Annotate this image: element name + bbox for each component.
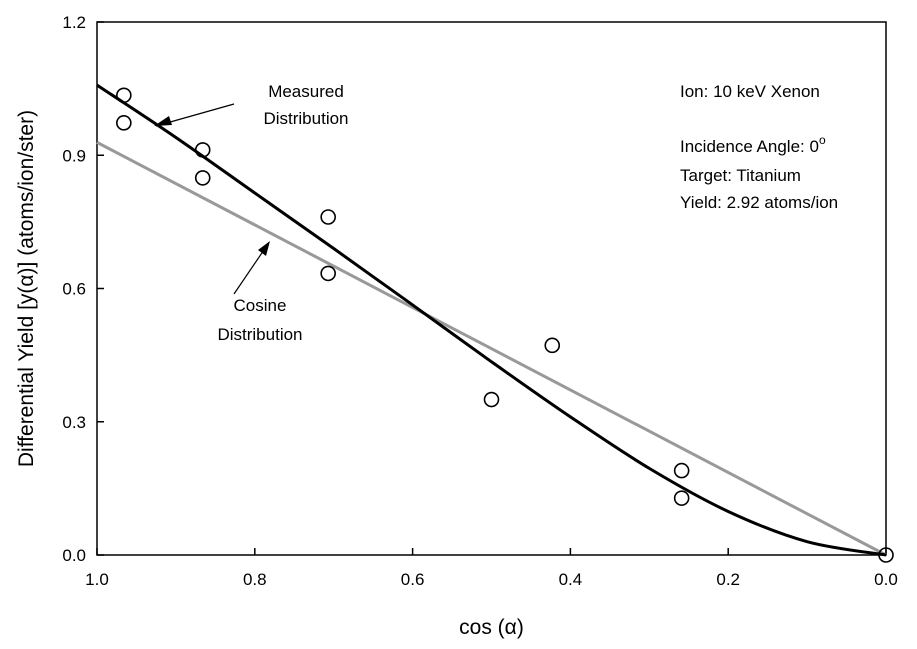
x-tick-4: 0.2 [716, 548, 740, 589]
data-point-9 [673, 490, 690, 506]
annotation-cosine-line-2: Distribution [217, 325, 302, 344]
x-tick-2: 0.6 [401, 548, 425, 589]
x-tick-label-4: 0.2 [716, 570, 740, 589]
series-line-1 [96, 83, 887, 557]
info-block: Ion: 10 keV Xenon Incidence Angle: 0o Ta… [680, 82, 838, 212]
annotation-cosine-arrowhead [258, 241, 270, 256]
annotation-measured: Measured Distribution [154, 82, 349, 128]
annotation-measured-line-2: Distribution [263, 109, 348, 128]
y-tick-label-1: 0.3 [62, 413, 86, 432]
info-yield: Yield: 2.92 atoms/ion [680, 193, 838, 212]
x-tick-label-0: 1.0 [85, 570, 109, 589]
info-incidence-angle: Incidence Angle: 0o [680, 133, 826, 156]
y-tick-label-2: 0.6 [62, 280, 86, 299]
data-point-3 [194, 170, 211, 186]
data-point-1 [116, 115, 132, 131]
x-tick-0: 1.0 [85, 548, 109, 589]
data-point-6 [483, 391, 500, 408]
data-point-5 [320, 265, 336, 282]
x-tick-3: 0.4 [559, 548, 583, 589]
series-line-2 [96, 141, 887, 557]
info-ion: Ion: 10 keV Xenon [680, 82, 820, 101]
data-point-0 [116, 87, 132, 104]
x-ticks: 1.0 0.8 0.6 0.4 0.2 0.0 [85, 548, 898, 589]
y-tick-0: 0.0 [62, 546, 104, 565]
y-tick-label-0: 0.0 [62, 546, 86, 565]
info-incidence-angle-text: Incidence Angle: 0 [680, 137, 819, 156]
y-tick-4: 1.2 [62, 13, 104, 32]
x-tick-label-2: 0.6 [401, 570, 425, 589]
y-tick-2: 0.6 [62, 280, 104, 299]
annotation-cosine-line-1: Cosine [234, 296, 287, 315]
data-point-8 [673, 462, 690, 479]
x-tick-1: 0.8 [243, 548, 267, 589]
y-tick-1: 0.3 [62, 413, 104, 432]
y-axis-title: Differential Yield [y(α)] (atoms/ion/ste… [15, 110, 38, 467]
data-point-4 [320, 209, 336, 225]
x-tick-label-5: 0.0 [874, 570, 898, 589]
y-tick-label-4: 1.2 [62, 13, 86, 32]
annotation-measured-arrowhead [154, 116, 172, 126]
plot-area [96, 21, 887, 556]
data-point-7 [544, 337, 561, 354]
data-point-10 [878, 547, 894, 563]
annotation-cosine: Cosine Distribution [217, 241, 303, 344]
x-tick-label-1: 0.8 [243, 570, 267, 589]
info-degree-superscript: o [819, 133, 826, 147]
annotation-measured-line-1: Measured [268, 82, 344, 101]
info-target: Target: Titanium [680, 166, 801, 185]
y-tick-label-3: 0.9 [62, 146, 86, 165]
x-tick-label-3: 0.4 [559, 570, 583, 589]
y-tick-3: 0.9 [62, 146, 104, 165]
x-axis-title: cos (α) [459, 616, 524, 639]
series-layer [96, 83, 887, 557]
y-ticks: 0.0 0.3 0.6 0.9 1.2 [62, 13, 104, 565]
data-point-2 [194, 142, 211, 158]
marker-layer [116, 87, 894, 563]
